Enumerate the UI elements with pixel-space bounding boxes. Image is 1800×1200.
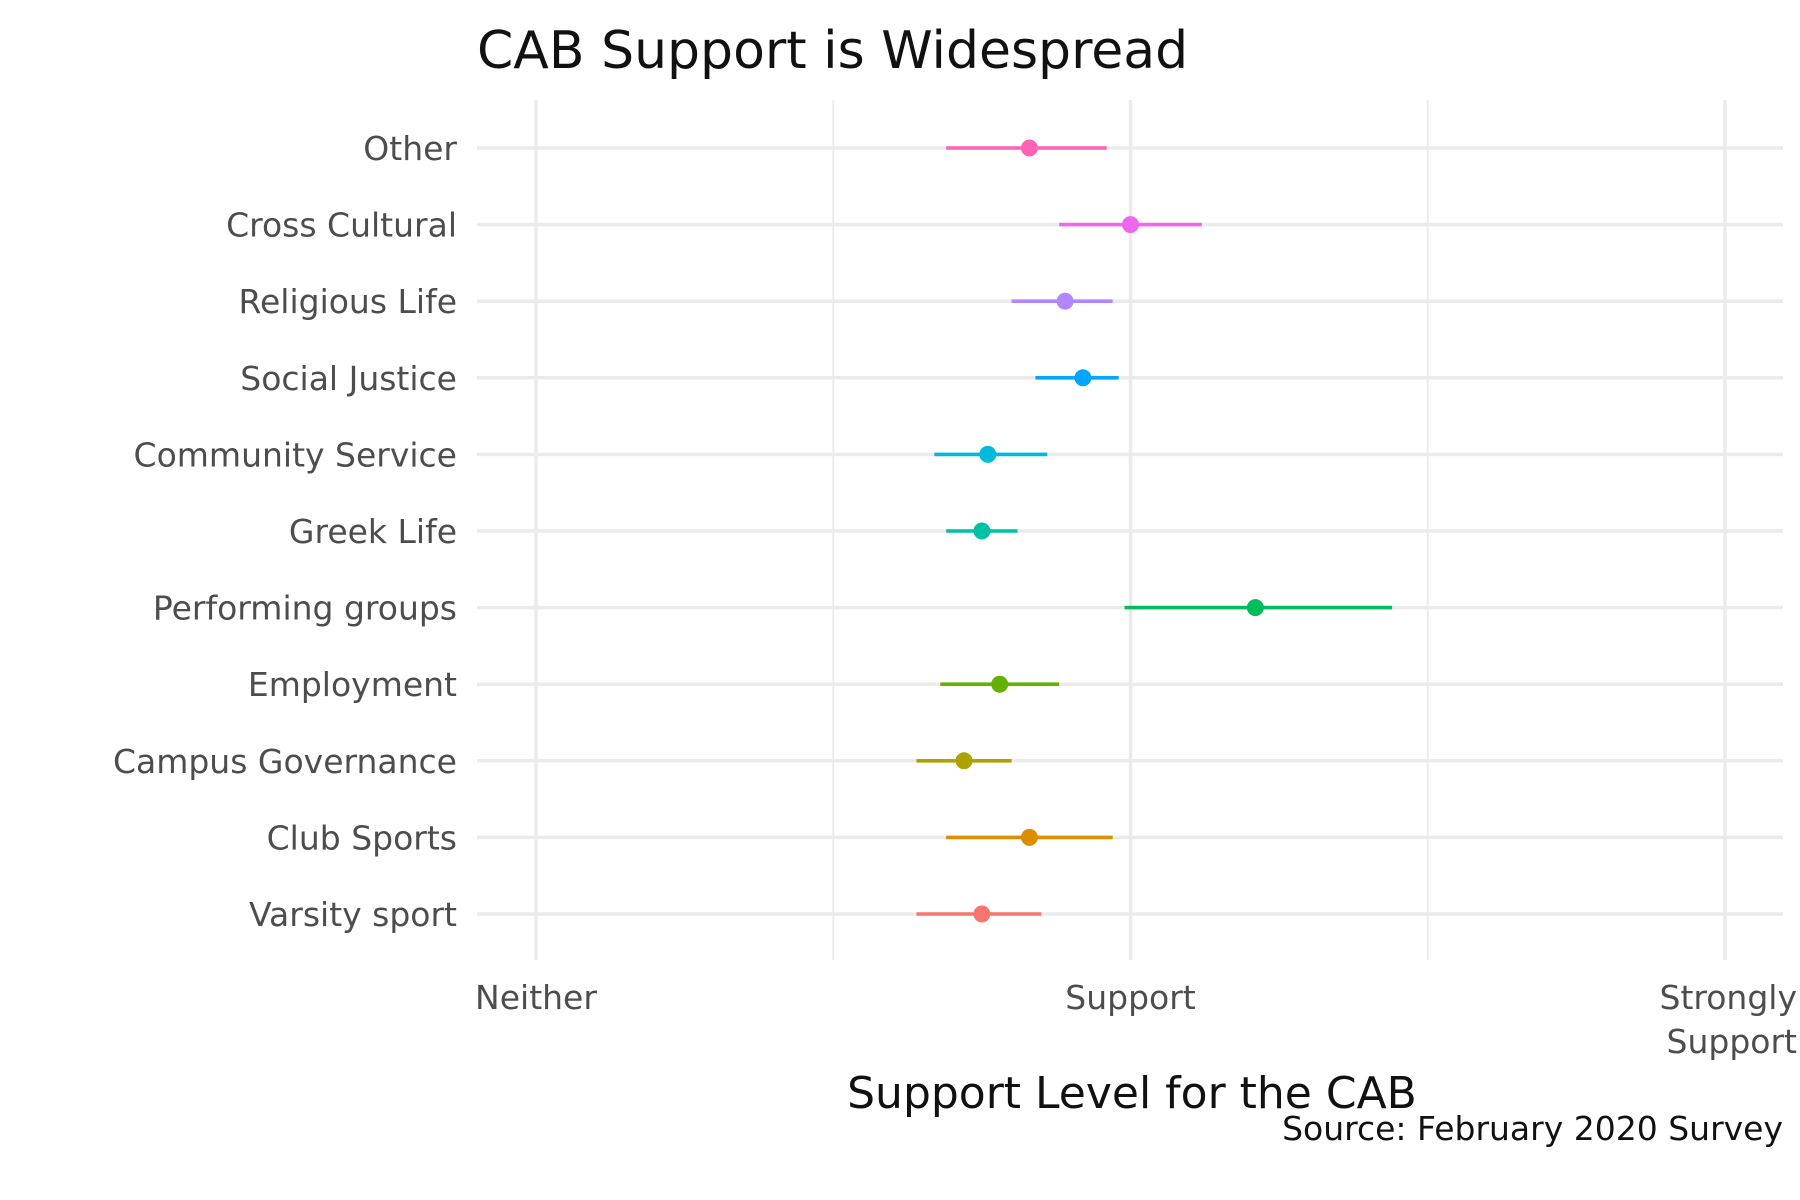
y-tick-label: Social Justice	[240, 359, 457, 398]
series-layer	[916, 139, 1393, 923]
data-point	[1074, 369, 1092, 387]
data-point	[955, 752, 973, 770]
x-tick-label: Strongly	[1660, 978, 1797, 1017]
label-layer: Varsity sport Club Sports Campus Governanc…	[113, 129, 1797, 1061]
data-point	[1246, 599, 1264, 617]
data-point	[1020, 828, 1038, 846]
y-tick-label: Employment	[248, 665, 457, 704]
x-tick-label: Support	[1065, 978, 1196, 1017]
data-point	[991, 675, 1009, 693]
y-tick-label: Performing groups	[153, 589, 457, 628]
x-tick-label: Support	[1667, 1022, 1798, 1061]
chart-title: CAB Support is Widespread	[477, 21, 1188, 81]
y-tick-label: Varsity sport	[249, 895, 457, 934]
data-point	[1122, 216, 1139, 234]
y-tick-label: Club Sports	[267, 818, 457, 857]
y-tick-label: Campus Governance	[113, 742, 457, 781]
x-axis-title: Support Level for the CAB	[847, 1068, 1417, 1119]
y-tick-label: Greek Life	[289, 512, 457, 551]
x-tick-label: Neither	[475, 978, 597, 1017]
y-tick-label: Cross Cultural	[226, 206, 457, 245]
y-tick-label: Community Service	[134, 435, 457, 474]
y-tick-label: Other	[363, 129, 457, 168]
data-point	[979, 445, 997, 463]
data-point	[973, 905, 991, 923]
data-point	[973, 522, 991, 540]
data-point	[1020, 139, 1038, 157]
chart-caption: Source: February 2020 Survey	[1282, 1109, 1783, 1148]
grid-layer	[477, 100, 1783, 960]
data-point	[1056, 292, 1074, 310]
y-tick-label: Religious Life	[239, 282, 457, 321]
